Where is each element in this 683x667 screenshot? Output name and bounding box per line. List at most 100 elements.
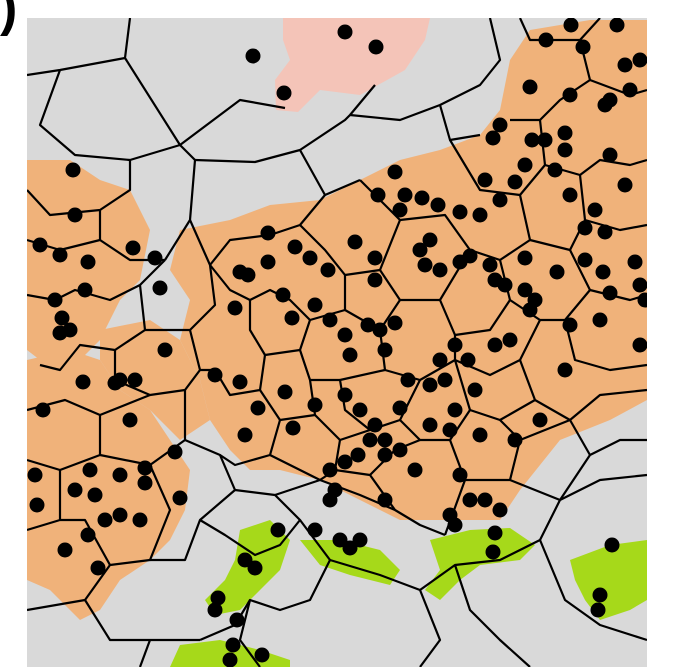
cell-edge <box>238 599 261 667</box>
cell-edge <box>453 564 531 667</box>
site-point <box>80 527 96 543</box>
site-point <box>632 52 647 68</box>
site-point <box>337 387 353 403</box>
cell-edge <box>27 415 102 472</box>
site-point <box>27 467 43 483</box>
site-point <box>377 492 393 508</box>
site-point <box>125 240 141 256</box>
site-point <box>157 342 173 358</box>
site-point <box>112 372 128 388</box>
site-point <box>227 300 243 316</box>
site-point <box>332 532 348 548</box>
site-point <box>276 85 292 101</box>
site-point <box>52 325 68 341</box>
site-point <box>167 444 183 460</box>
site-point <box>622 82 638 98</box>
cell-edge <box>299 224 381 277</box>
site-point <box>562 87 578 103</box>
site-point <box>562 187 578 203</box>
site-point <box>377 432 393 448</box>
cell-edge <box>563 319 647 372</box>
site-point <box>517 157 533 173</box>
site-point <box>627 254 643 270</box>
site-point <box>602 285 618 301</box>
site-point <box>392 202 408 218</box>
site-point <box>447 517 463 533</box>
cell-edge <box>145 264 217 332</box>
site-point <box>260 254 276 270</box>
cell-edge <box>150 438 237 562</box>
site-point <box>547 162 563 178</box>
green-region-4 <box>570 540 647 620</box>
site-point <box>350 447 366 463</box>
site-point <box>492 502 508 518</box>
site-point <box>592 312 608 328</box>
site-point <box>284 310 300 326</box>
site-point <box>557 125 573 141</box>
site-point <box>112 507 128 523</box>
site-point <box>507 174 523 190</box>
cell-edge <box>164 144 197 261</box>
panel-label: ) <box>0 0 18 37</box>
site-point <box>522 79 538 95</box>
site-point <box>482 257 498 273</box>
site-point <box>320 262 336 278</box>
cell-edge <box>539 473 647 541</box>
site-point <box>452 204 468 220</box>
site-point <box>337 454 353 470</box>
site-point <box>352 402 368 418</box>
site-point <box>285 420 301 436</box>
site-point <box>250 400 266 416</box>
site-point <box>538 32 554 48</box>
cell-edge <box>248 300 301 357</box>
site-point <box>127 372 143 388</box>
site-point <box>342 540 358 556</box>
cell-edge <box>84 599 200 642</box>
site-point <box>337 327 353 343</box>
site-point <box>602 147 618 163</box>
site-point <box>237 552 253 568</box>
site-point <box>112 467 128 483</box>
site-point <box>617 177 633 193</box>
site-point <box>232 374 248 390</box>
site-point <box>597 224 613 240</box>
site-point <box>360 317 376 333</box>
site-point <box>210 590 226 606</box>
site-point <box>302 250 318 266</box>
site-point <box>367 272 383 288</box>
site-point <box>632 277 647 293</box>
site-point <box>137 475 153 491</box>
cell-edge <box>274 478 446 537</box>
site-point <box>447 402 463 418</box>
cell-edge <box>194 84 376 164</box>
site-point <box>604 537 620 553</box>
site-point <box>322 312 338 328</box>
cell-edge <box>419 539 541 591</box>
site-point <box>477 172 493 188</box>
site-point <box>132 512 148 528</box>
site-point <box>75 374 91 390</box>
site-point <box>617 57 633 73</box>
site-point <box>400 372 416 388</box>
cell-edge <box>578 39 647 97</box>
site-point <box>237 427 253 443</box>
site-point <box>587 202 603 218</box>
site-point <box>577 220 593 236</box>
site-point <box>32 237 48 253</box>
site-point <box>152 280 168 296</box>
site-point <box>422 232 438 248</box>
site-point <box>370 187 386 203</box>
site-point <box>422 377 438 393</box>
site-point <box>387 315 403 331</box>
site-point <box>307 297 323 313</box>
cell-edge <box>538 539 647 642</box>
site-point <box>632 337 647 353</box>
site-point <box>307 397 323 413</box>
cell-edge <box>454 319 541 377</box>
site-point <box>414 190 430 206</box>
cell-edge <box>27 464 172 612</box>
site-point <box>537 132 553 148</box>
site-point <box>367 250 383 266</box>
cell-edge <box>188 194 326 267</box>
